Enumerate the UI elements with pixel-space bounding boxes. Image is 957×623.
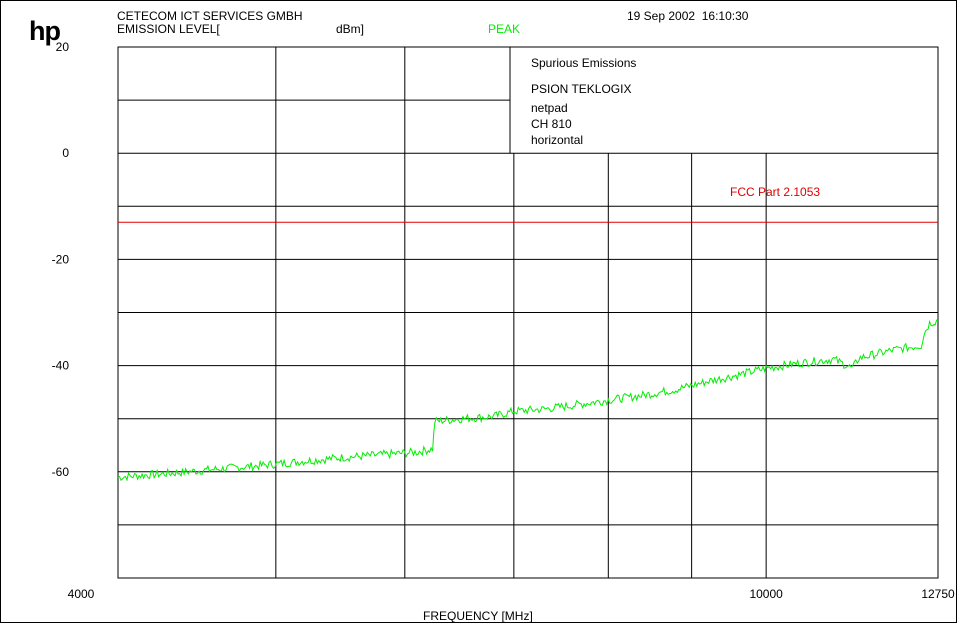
info-line-polarization: horizontal: [531, 133, 584, 147]
y-tick-label: 0: [62, 146, 69, 160]
emission-level-label: EMISSION LEVEL[: [117, 22, 220, 36]
y-tick-label: -60: [52, 465, 70, 479]
info-line-device: netpad: [531, 101, 568, 115]
limit-line-label: FCC Part 2.1053: [730, 185, 821, 199]
detector-label: PEAK: [488, 22, 521, 36]
timestamp: 19 Sep 2002 16:10:30: [627, 9, 749, 23]
info-line-manufacturer: PSION TEKLOGIX: [531, 82, 632, 96]
x-tick-label: 10000: [749, 587, 783, 601]
y-tick-label: -40: [52, 359, 70, 373]
y-tick-label: -20: [52, 252, 70, 266]
info-line-title: Spurious Emissions: [531, 56, 637, 70]
x-tick-label: 4000: [68, 587, 95, 601]
unit-label: dBm]: [336, 22, 365, 36]
series-line-peak: [117, 319, 939, 482]
x-tick-label: 12750: [921, 587, 955, 601]
hp-logo: hp: [29, 16, 61, 46]
company-name: CETECOM ICT SERVICES GMBH: [117, 9, 303, 23]
y-tick-label: 20: [56, 40, 70, 54]
x-axis-label: FREQUENCY [MHz]: [423, 609, 533, 623]
info-line-channel: CH 810: [531, 117, 572, 131]
